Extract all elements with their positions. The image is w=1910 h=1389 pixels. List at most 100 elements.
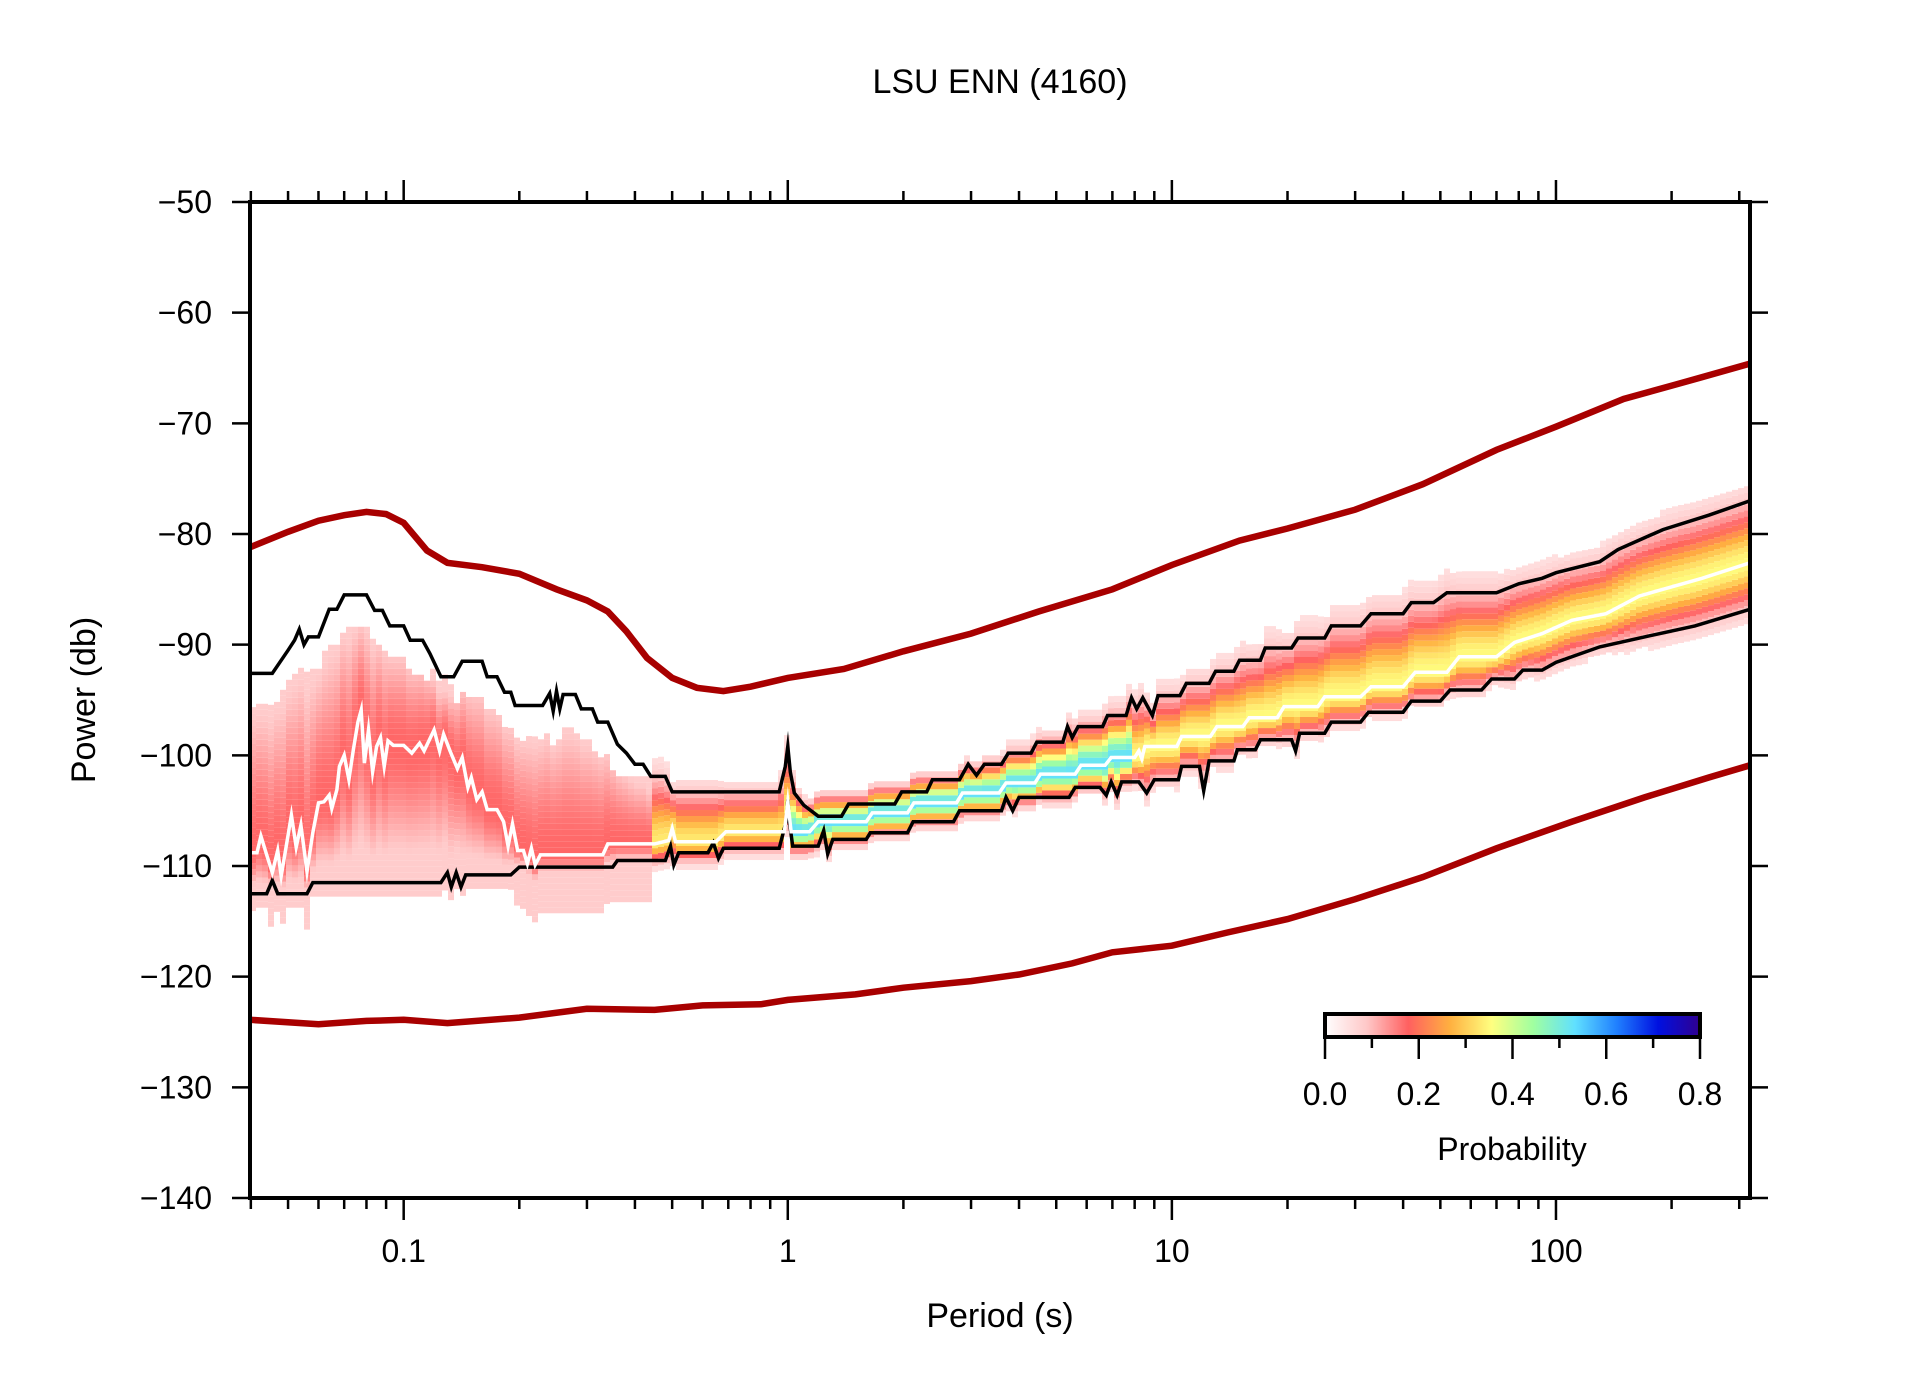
heatmap-cell [1180, 728, 1186, 735]
heatmap-cell [562, 883, 568, 890]
heatmap-cell [1534, 615, 1540, 622]
heatmap-cell [898, 817, 904, 824]
heatmap-cell [658, 798, 664, 805]
heatmap-cell [382, 890, 388, 897]
heatmap-cell [736, 812, 742, 819]
heatmap-cell [1234, 652, 1240, 659]
heatmap-cell [490, 864, 496, 871]
heatmap-cell [1204, 746, 1210, 753]
heatmap-cell [472, 726, 478, 733]
heatmap-cell [646, 848, 652, 855]
heatmap-cell [334, 644, 340, 651]
heatmap-cell [490, 828, 496, 835]
heatmap-cell [1324, 635, 1330, 642]
heatmap-cell [1522, 613, 1528, 620]
heatmap-cell [550, 895, 556, 902]
heatmap-cell [1300, 680, 1306, 687]
heatmap-cell [568, 793, 574, 800]
heatmap-cell [1480, 631, 1486, 638]
heatmap-cell [394, 800, 400, 807]
heatmap-cell [538, 859, 544, 866]
heatmap-cell [1180, 680, 1186, 687]
heatmap-cell [1276, 653, 1282, 660]
heatmap-cell [1084, 715, 1090, 722]
heatmap-cell [778, 818, 784, 825]
heatmap-cell [280, 905, 286, 912]
heatmap-cell [334, 830, 340, 837]
heatmap-cell [268, 920, 274, 927]
heatmap-cell [1210, 676, 1216, 683]
heatmap-cell [628, 836, 634, 843]
heatmap-cell [1384, 667, 1390, 674]
heatmap-cell [490, 882, 496, 889]
heatmap-cell [604, 772, 610, 779]
heatmap-cell [1456, 595, 1462, 602]
heatmap-cell [580, 883, 586, 890]
heatmap-cell [1102, 793, 1108, 800]
heatmap-cell [370, 782, 376, 789]
heatmap-cell [1624, 648, 1630, 655]
heatmap-cell [1618, 592, 1624, 599]
heatmap-cell [646, 890, 652, 897]
heatmap-cell [970, 773, 976, 780]
heatmap-cell [310, 692, 316, 699]
heatmap-cell [382, 812, 388, 819]
heatmap-cell [478, 846, 484, 853]
heatmap-cell [1228, 700, 1234, 707]
heatmap-cell [1360, 626, 1366, 633]
heatmap-cell [406, 686, 412, 693]
heatmap-cell [1486, 685, 1492, 692]
heatmap-cell [448, 834, 454, 841]
heatmap-cell [340, 782, 346, 789]
heatmap-cell [484, 798, 490, 805]
heatmap-cell [1462, 613, 1468, 620]
heatmap-cell [994, 803, 1000, 810]
heatmap-cell [814, 809, 820, 816]
heatmap-cell [646, 824, 652, 831]
heatmap-cell [1504, 580, 1510, 587]
heatmap-cell [1648, 639, 1654, 646]
heatmap-cell [472, 738, 478, 745]
heatmap-cell [262, 769, 268, 776]
heatmap-cell [370, 656, 376, 663]
heatmap-cell [262, 799, 268, 806]
heatmap-cell [1414, 640, 1420, 647]
heatmap-cell [862, 808, 868, 815]
heatmap-cell [340, 890, 346, 897]
heatmap-cell [430, 800, 436, 807]
heatmap-cell [952, 789, 958, 796]
heatmap-cell [1282, 669, 1288, 676]
heatmap-cell [304, 821, 310, 828]
heatmap-cell [1402, 586, 1408, 593]
heatmap-cell [298, 859, 304, 866]
heatmap-cell [742, 836, 748, 843]
heatmap-cell [352, 638, 358, 645]
heatmap-cell [340, 788, 346, 795]
heatmap-cell [1420, 676, 1426, 683]
heatmap-cell [274, 707, 280, 714]
heatmap-cell [706, 786, 712, 793]
heatmap-cell [1150, 702, 1156, 709]
heatmap-cell [634, 806, 640, 813]
heatmap-cell [712, 816, 718, 823]
heatmap-cell [1108, 708, 1114, 715]
heatmap-cell [1570, 588, 1576, 595]
heatmap-cell [1156, 756, 1162, 763]
heatmap-cell [1492, 601, 1498, 608]
heatmap-cell [412, 872, 418, 879]
heatmap-cell [736, 818, 742, 825]
heatmap-cell [1162, 708, 1168, 715]
heatmap-cell [514, 749, 520, 756]
heatmap-cell [1204, 704, 1210, 711]
heatmap-cell [580, 799, 586, 806]
heatmap-cell [1486, 661, 1492, 668]
heatmap-cell [1162, 732, 1168, 739]
heatmap-cell [928, 813, 934, 820]
heatmap-cell [430, 848, 436, 855]
heatmap-cell [334, 764, 340, 771]
heatmap-cell [1138, 766, 1144, 773]
heatmap-cell [808, 816, 814, 823]
heatmap-cell [1384, 661, 1390, 668]
heatmap-cell [676, 828, 682, 835]
heatmap-cell [772, 842, 778, 849]
